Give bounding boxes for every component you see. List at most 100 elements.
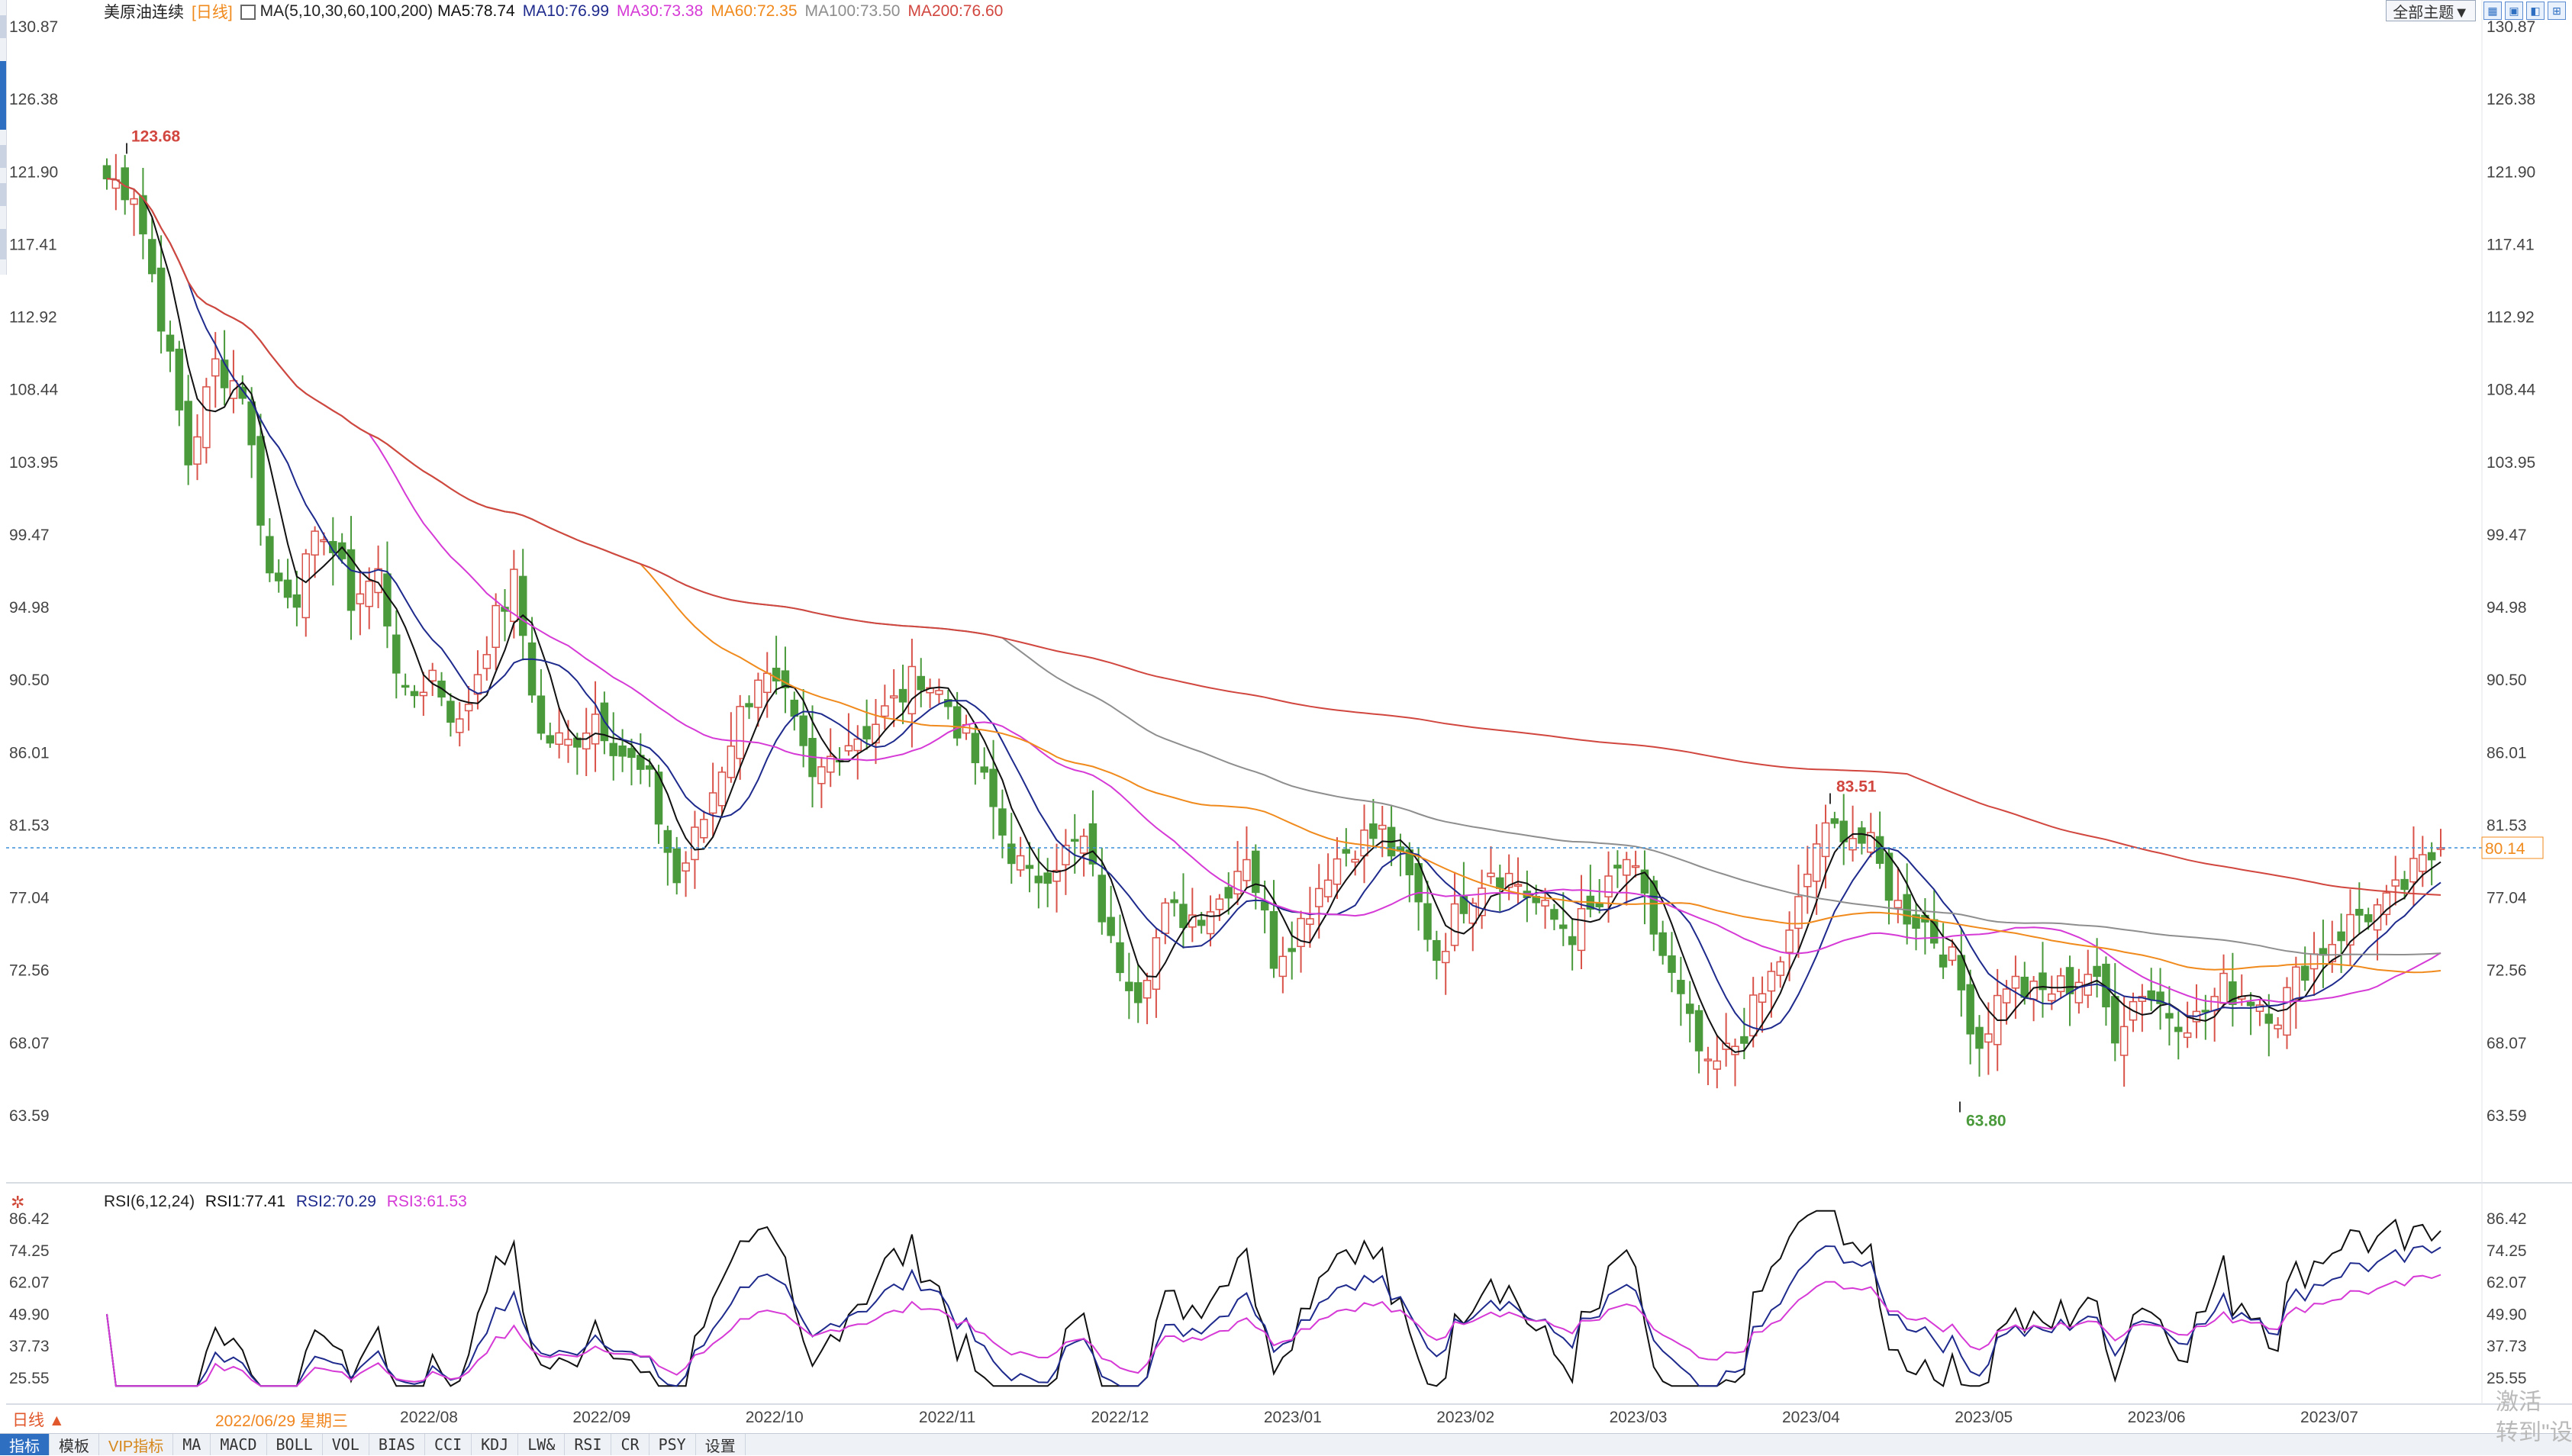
- candle-down: [518, 575, 527, 636]
- candle-down: [2156, 991, 2164, 1004]
- left-toolbar-item-active[interactable]: [0, 61, 6, 130]
- tab-cr[interactable]: CR: [611, 1434, 649, 1455]
- tab-boll[interactable]: BOLL: [267, 1434, 323, 1455]
- tab-kdj[interactable]: KDJ: [472, 1434, 519, 1455]
- ma200-value: MA200:76.60: [907, 2, 1004, 20]
- tab-macd[interactable]: MACD: [211, 1434, 267, 1455]
- date-axis-label: 2023/06: [2127, 1409, 2186, 1426]
- tab-cci[interactable]: CCI: [425, 1434, 472, 1455]
- tab-indicators[interactable]: 指标: [0, 1434, 50, 1455]
- rsi-tick-left: 49.90: [9, 1306, 50, 1323]
- candle-up: [1161, 902, 1170, 934]
- candle-up: [1867, 832, 1875, 853]
- candle-down: [980, 766, 988, 773]
- candle-down: [1070, 839, 1079, 842]
- candle-up: [2409, 858, 2418, 883]
- candle-up: [2419, 854, 2427, 872]
- price-tick-left: 86.01: [9, 744, 50, 762]
- candle-down: [1197, 920, 1206, 926]
- candle-down: [1677, 980, 1685, 994]
- date-axis-label: 2022/09: [572, 1409, 631, 1426]
- price-tick-right: 94.98: [2487, 599, 2527, 617]
- date-axis-label: 2023/01: [1263, 1409, 1322, 1426]
- candle-up: [1323, 879, 1333, 897]
- tab-vol[interactable]: VOL: [323, 1434, 369, 1455]
- grid-icon[interactable]: ▦: [2483, 2, 2502, 20]
- candle-up: [935, 690, 943, 695]
- left-toolbar-item[interactable]: [0, 229, 6, 259]
- left-toolbar-item[interactable]: [0, 145, 6, 168]
- rsi-settings-icon[interactable]: ✲: [11, 1193, 25, 1212]
- candle-up: [211, 358, 220, 377]
- price-tick-left: 112.92: [9, 309, 57, 327]
- date-axis-label: 2022/11: [918, 1409, 976, 1426]
- tab-bias[interactable]: BIAS: [369, 1434, 425, 1455]
- candle-up: [419, 691, 428, 697]
- candle-down: [1269, 910, 1278, 969]
- candle-down: [772, 668, 781, 681]
- tab-rsi[interactable]: RSI: [565, 1434, 612, 1455]
- indicator-toggle-icon[interactable]: [240, 5, 256, 20]
- tab-psy[interactable]: PSY: [649, 1434, 696, 1455]
- candle-up: [708, 792, 717, 814]
- tab-vip-indicators[interactable]: VIP指标: [99, 1434, 174, 1455]
- candle-down: [1025, 865, 1034, 869]
- cursor-date: 2022/06/29 星期三: [215, 1413, 348, 1430]
- rsi2-line: [106, 1245, 2441, 1387]
- date-axis-label: 2022/10: [745, 1409, 804, 1426]
- tab-ma[interactable]: MA: [173, 1434, 211, 1455]
- candle-down: [329, 540, 337, 553]
- candle-down: [654, 771, 663, 825]
- candle-down: [148, 239, 156, 275]
- candle-down: [1116, 942, 1124, 974]
- rsi3-value: RSI3:61.53: [386, 1193, 467, 1210]
- rsi1-value: RSI1:77.41: [205, 1193, 285, 1210]
- settings-icon[interactable]: ⊞: [2548, 2, 2566, 20]
- candle-down: [401, 685, 410, 688]
- candle-up: [311, 530, 319, 556]
- candle-down: [166, 334, 175, 352]
- left-toolbar-item[interactable]: [0, 15, 6, 38]
- candle-up: [1513, 884, 1523, 887]
- candle-down: [989, 768, 998, 807]
- candle-up: [1016, 855, 1025, 871]
- candle-down: [663, 829, 672, 853]
- candle-down: [1830, 818, 1839, 824]
- current-price-label: 80.14: [2485, 840, 2525, 858]
- period-selector[interactable]: 日线 ▲: [12, 1412, 65, 1429]
- tab-settings[interactable]: 设置: [696, 1434, 746, 1455]
- candle-up: [2119, 1026, 2129, 1056]
- candle-up: [1333, 858, 1342, 885]
- candle-down: [1170, 899, 1178, 904]
- tab-templates[interactable]: 模板: [50, 1434, 99, 1455]
- candle-up: [762, 672, 772, 694]
- candle-down: [2400, 878, 2409, 891]
- candle-down: [266, 536, 274, 574]
- layout-icon[interactable]: ▣: [2505, 2, 2523, 20]
- candle-down: [283, 579, 292, 598]
- candle-down: [627, 748, 636, 759]
- candle-up: [582, 732, 591, 750]
- date-axis-label: 2023/03: [1609, 1409, 1668, 1426]
- rsi-tick-right: 37.73: [2487, 1338, 2527, 1355]
- high1-label: 123.68: [131, 127, 181, 145]
- candle-up: [1478, 887, 1486, 916]
- theme-dropdown[interactable]: 全部主题▼: [2386, 0, 2476, 21]
- candle-up: [1812, 843, 1821, 882]
- window-icon[interactable]: ◧: [2526, 2, 2545, 20]
- candle-up: [844, 745, 853, 752]
- tab-lw[interactable]: LW&: [518, 1434, 566, 1455]
- price-tick-right: 103.95: [2487, 454, 2535, 472]
- candle-up: [1894, 900, 1903, 909]
- candle-down: [1568, 936, 1577, 945]
- rsi-tick-right: 74.25: [2487, 1242, 2527, 1260]
- left-toolbar-item[interactable]: [0, 183, 6, 206]
- candle-down: [799, 715, 807, 746]
- candle-down: [1288, 948, 1296, 952]
- ma100-line: [106, 178, 2441, 956]
- candle-up: [2373, 904, 2382, 931]
- candle-down: [1342, 849, 1351, 854]
- candle-up: [1233, 871, 1242, 895]
- candle-up: [473, 674, 482, 695]
